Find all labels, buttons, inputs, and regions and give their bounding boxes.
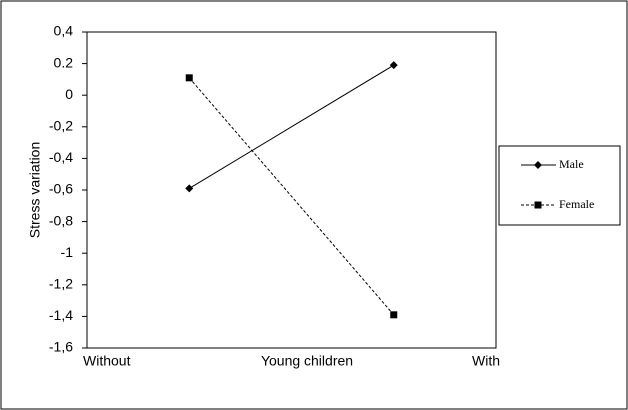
y-tick-label: -0,8 — [49, 212, 73, 228]
y-tick-label: -1,6 — [49, 339, 73, 355]
y-tick-label: -0,2 — [49, 118, 73, 134]
y-tick-label: -1 — [61, 244, 74, 260]
x-axis-title: Young children — [261, 353, 353, 369]
y-tick-label: 0.2 — [54, 54, 74, 70]
y-tick-label: 0,4 — [54, 23, 74, 39]
y-axis-title: Stress variation — [27, 142, 43, 238]
marker — [185, 74, 193, 82]
legend-label: Male — [559, 157, 584, 171]
marker — [185, 184, 194, 193]
y-tick-label: -0,6 — [49, 181, 73, 197]
y-tick-label: -1,2 — [49, 276, 73, 292]
marker — [534, 201, 542, 209]
x-end-label: With — [472, 353, 500, 369]
legend-label: Female — [559, 197, 594, 211]
marker — [389, 61, 398, 70]
y-tick-label: 0 — [65, 86, 73, 102]
y-tick-label: -1,4 — [49, 307, 73, 323]
marker — [534, 161, 542, 169]
x-end-label: Without — [83, 353, 131, 369]
y-tick-label: -0,4 — [49, 149, 73, 165]
legend — [498, 145, 621, 226]
marker — [390, 311, 398, 319]
series-line — [188, 77, 395, 316]
series-line — [188, 64, 395, 189]
